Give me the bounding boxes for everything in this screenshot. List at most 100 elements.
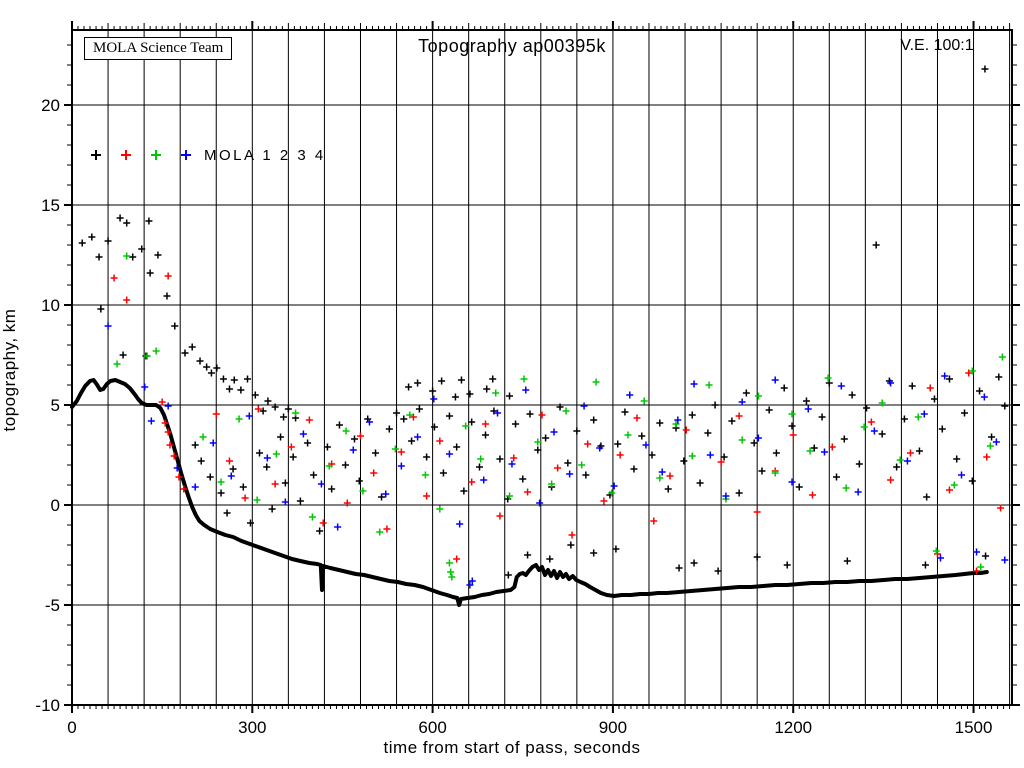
scatter-point-mola-4 — [349, 446, 357, 454]
scatter-point-mola-3 — [534, 438, 542, 446]
scatter-point-mola-1 — [930, 395, 938, 403]
scatter-point-mola-1 — [468, 418, 476, 426]
scatter-point-mola-2 — [616, 451, 624, 459]
scatter-point-mola-1 — [995, 373, 1003, 381]
scatter-point-mola-1 — [445, 412, 453, 420]
scatter-point-mola-3 — [325, 462, 333, 470]
scatter-point-mola-4 — [887, 379, 895, 387]
scatter-point-mola-1 — [203, 363, 211, 371]
scatter-point-mola-1 — [239, 483, 247, 491]
scatter-point-mola-1 — [482, 431, 490, 439]
scatter-point-mola-1 — [855, 460, 863, 468]
scatter-point-mola-3 — [842, 484, 850, 492]
scatter-point-mola-1 — [843, 557, 851, 565]
scatter-point-mola-1 — [97, 305, 105, 313]
scatter-point-mola-1 — [590, 549, 598, 557]
scatter-point-mola-3 — [376, 528, 384, 536]
scatter-point-mola-2 — [828, 443, 836, 451]
scatter-point-mola-1 — [188, 343, 196, 351]
scatter-point-mola-3 — [152, 347, 160, 355]
x-tick-label: 900 — [599, 718, 627, 737]
scatter-point-mola-1 — [772, 449, 780, 457]
scatter-point-mola-1 — [483, 385, 491, 393]
scatter-point-mola-2 — [180, 485, 188, 493]
scatter-point-mola-1 — [145, 217, 153, 225]
scatter-point-mola-1 — [496, 455, 504, 463]
scatter-point-mola-2 — [468, 478, 476, 486]
scatter-point-mola-2 — [409, 413, 417, 421]
scatter-point-mola-2 — [161, 419, 169, 427]
scatter-point-mola-1 — [953, 455, 961, 463]
scatter-point-mola-3 — [968, 367, 976, 375]
scatter-point-mola-1 — [567, 541, 575, 549]
scatter-point-mola-1 — [316, 527, 324, 535]
scatter-point-mola-3 — [998, 353, 1006, 361]
scatter-point-mola-2 — [166, 441, 174, 449]
scatter-point-mola-4 — [209, 439, 217, 447]
scatter-point-mola-4 — [722, 492, 730, 500]
scatter-point-mola-2 — [110, 274, 118, 282]
scatter-point-mola-2 — [983, 453, 991, 461]
page-title: Topography ap00395k — [418, 36, 606, 56]
scatter-point-mola-2 — [682, 426, 690, 434]
scatter-point-mola-1 — [88, 233, 96, 241]
scatter-point-mola-1 — [95, 253, 103, 261]
scatter-point-mola-4 — [690, 380, 698, 388]
scatter-point-mola-3 — [624, 431, 632, 439]
scatter-point-mola-1 — [638, 432, 646, 440]
y-tick-label: -5 — [45, 596, 60, 615]
scatter-point-mola-2 — [496, 512, 504, 520]
scatter-point-mola-1 — [414, 379, 422, 387]
scatter-point-mola-1 — [457, 376, 465, 384]
scatter-point-mola-3 — [217, 478, 225, 486]
scatter-point-mola-3 — [977, 563, 985, 571]
scatter-point-mola-2 — [568, 531, 576, 539]
scatter-point-mola-2 — [735, 412, 743, 420]
scatter-point-mola-4 — [754, 434, 762, 442]
scatter-point-mola-4 — [281, 498, 289, 506]
scatter-point-mola-1 — [506, 392, 514, 400]
x-tick-label: 1200 — [774, 718, 812, 737]
scatter-point-mola-1 — [247, 519, 255, 527]
scatter-point-mola-1 — [372, 449, 380, 457]
scatter-point-mola-1 — [171, 322, 179, 330]
scatter-point-mola-4 — [508, 460, 516, 468]
x-tick-label: 300 — [238, 718, 266, 737]
profile-line — [70, 378, 989, 607]
scatter-point-mola-2 — [997, 504, 1005, 512]
scatter-point-mola-3 — [253, 496, 261, 504]
scatter-point-mola-2 — [753, 508, 761, 516]
scatter-point-mola-1 — [982, 552, 990, 560]
scatter-point-mola-1 — [519, 475, 527, 483]
scatter-point-mola-4 — [141, 383, 149, 391]
scatter-point-mola-1 — [181, 349, 189, 357]
scatter-point-mola-1 — [271, 403, 279, 411]
y-axis-label: topography, km — [0, 308, 19, 432]
scatter-point-mola-3 — [492, 389, 500, 397]
scatter-point-mola-2 — [225, 457, 233, 465]
scatter-point-mola-2 — [633, 414, 641, 422]
scatter-point-mola-1 — [921, 561, 929, 569]
scatter-point-mola-1 — [263, 463, 271, 471]
scatter-point-mola-2 — [584, 440, 592, 448]
scatter-point-mola-1 — [981, 65, 989, 73]
scatter-point-mola-4 — [466, 581, 474, 589]
scatter-point-mola-3 — [592, 378, 600, 386]
scatter-point-mola-3 — [123, 252, 131, 260]
scatter-point-mola-1 — [280, 413, 288, 421]
x-tick-label: 1500 — [955, 718, 993, 737]
plot-frame — [71, 29, 1013, 706]
scatter-point-mola-4 — [920, 410, 928, 418]
scatter-point-mola-4 — [642, 441, 650, 449]
scatter-point-mola-3 — [562, 407, 570, 415]
mola-team-box: MOLA Science Team — [84, 37, 233, 60]
scatter-point-mola-2 — [436, 437, 444, 445]
scatter-point-mola-4 — [445, 450, 453, 458]
scatter-point-mola-2 — [965, 369, 973, 377]
scatter-point-mola-1 — [251, 391, 259, 399]
scatter-point-mola-1 — [728, 417, 736, 425]
scatter-point-mola-2 — [867, 418, 875, 426]
scatter-point-mola-1 — [758, 467, 766, 475]
scatter-point-mola-1 — [489, 375, 497, 383]
scatter-point-mola-4 — [494, 409, 502, 417]
